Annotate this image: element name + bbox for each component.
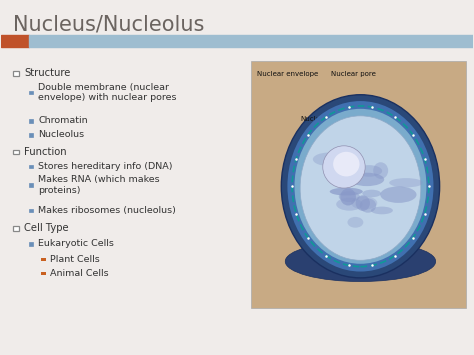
FancyBboxPatch shape	[41, 272, 46, 275]
Text: Nuclear pore: Nuclear pore	[331, 71, 376, 77]
FancyBboxPatch shape	[29, 91, 34, 94]
Text: Nucleolus: Nucleolus	[301, 116, 335, 122]
Bar	[29, 35, 473, 47]
Ellipse shape	[285, 241, 436, 282]
Text: Chromatin: Chromatin	[38, 116, 88, 125]
Text: Nucleus/Nucleolus: Nucleus/Nucleolus	[13, 14, 205, 34]
Ellipse shape	[356, 165, 382, 177]
Text: Nuclear matrix: Nuclear matrix	[378, 164, 430, 170]
Ellipse shape	[333, 152, 359, 176]
FancyBboxPatch shape	[29, 184, 34, 187]
FancyBboxPatch shape	[29, 242, 34, 246]
Text: Eukaryotic Cells: Eukaryotic Cells	[38, 239, 114, 248]
FancyBboxPatch shape	[29, 165, 34, 168]
FancyBboxPatch shape	[29, 119, 34, 122]
FancyBboxPatch shape	[29, 133, 34, 137]
Ellipse shape	[371, 207, 393, 214]
Ellipse shape	[281, 95, 439, 278]
FancyBboxPatch shape	[41, 258, 46, 261]
Ellipse shape	[323, 146, 365, 188]
Ellipse shape	[300, 116, 421, 260]
Ellipse shape	[347, 217, 364, 228]
Ellipse shape	[329, 151, 358, 167]
Text: Nucleoplasm: Nucleoplasm	[363, 192, 409, 198]
Text: Double membrane (nuclear
envelope) with nuclear pores: Double membrane (nuclear envelope) with …	[38, 83, 177, 102]
Text: Cell Type: Cell Type	[24, 223, 69, 234]
Ellipse shape	[287, 101, 434, 272]
Bar	[1, 35, 29, 47]
Ellipse shape	[339, 191, 360, 202]
Ellipse shape	[356, 195, 370, 211]
Text: Plant Cells: Plant Cells	[50, 255, 100, 264]
Ellipse shape	[330, 188, 363, 196]
Ellipse shape	[336, 198, 363, 211]
Ellipse shape	[294, 109, 427, 264]
Text: Chromatin: Chromatin	[353, 204, 389, 211]
Text: Nucleolus: Nucleolus	[38, 130, 84, 139]
FancyBboxPatch shape	[13, 71, 19, 76]
Text: Structure: Structure	[24, 69, 70, 78]
Ellipse shape	[328, 171, 362, 182]
Ellipse shape	[351, 196, 377, 209]
FancyBboxPatch shape	[13, 226, 19, 231]
Text: Makes RNA (which makes
proteins): Makes RNA (which makes proteins)	[38, 175, 160, 195]
Ellipse shape	[360, 198, 376, 213]
Text: Nuclear envelope: Nuclear envelope	[257, 71, 319, 77]
Ellipse shape	[380, 186, 417, 203]
FancyBboxPatch shape	[13, 149, 19, 154]
Ellipse shape	[389, 178, 423, 187]
Ellipse shape	[350, 173, 384, 186]
Text: Stores hereditary info (DNA): Stores hereditary info (DNA)	[38, 162, 173, 171]
FancyBboxPatch shape	[29, 209, 34, 212]
Text: Makes ribosomes (nucleolus): Makes ribosomes (nucleolus)	[38, 206, 176, 215]
Ellipse shape	[313, 153, 344, 166]
Ellipse shape	[340, 189, 356, 206]
Bar	[251, 61, 465, 308]
Ellipse shape	[373, 162, 388, 179]
Text: Function: Function	[24, 147, 67, 157]
Ellipse shape	[362, 190, 381, 197]
Text: Animal Cells: Animal Cells	[50, 269, 109, 278]
